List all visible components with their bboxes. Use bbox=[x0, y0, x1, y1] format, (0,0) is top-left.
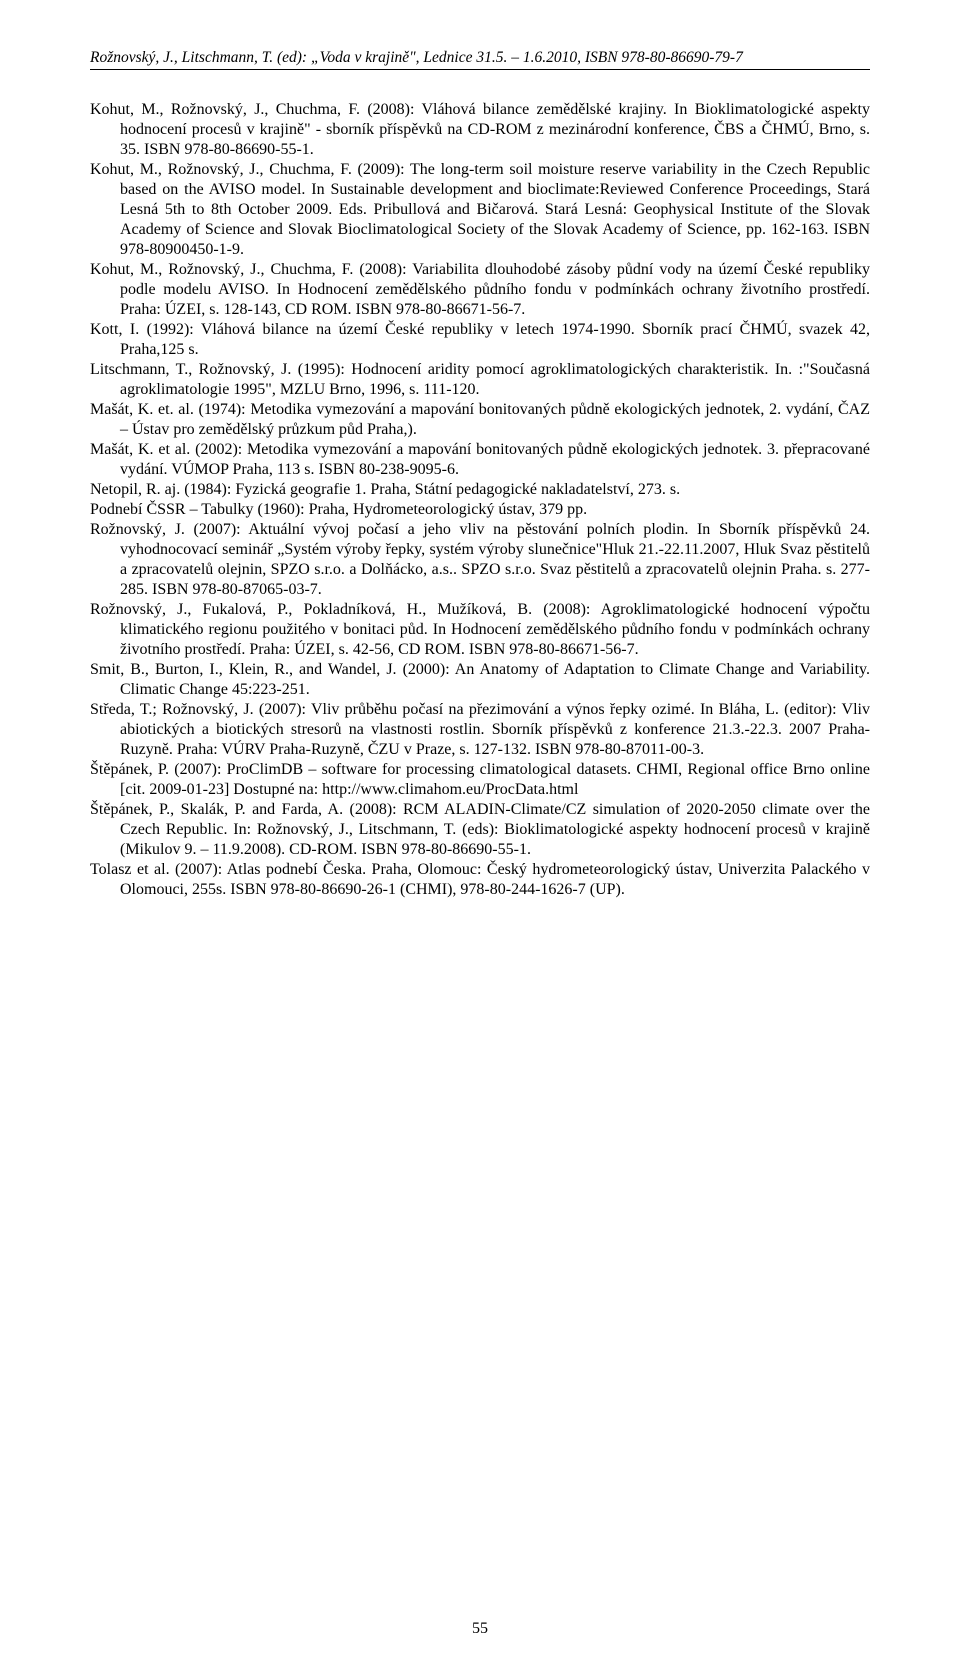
header-rule bbox=[90, 69, 870, 70]
reference-item: Kohut, M., Rožnovský, J., Chuchma, F. (2… bbox=[90, 100, 870, 160]
reference-item: Štěpánek, P. (2007): ProClimDB – softwar… bbox=[90, 760, 870, 800]
reference-item: Tolasz et al. (2007): Atlas podnebí Česk… bbox=[90, 860, 870, 900]
page: Rožnovský, J., Litschmann, T. (ed): „Vod… bbox=[0, 0, 960, 1663]
reference-item: Rožnovský, J. (2007): Aktuální vývoj poč… bbox=[90, 520, 870, 600]
reference-item: Litschmann, T., Rožnovský, J. (1995): Ho… bbox=[90, 360, 870, 400]
reference-item: Kohut, M., Rožnovský, J., Chuchma, F. (2… bbox=[90, 260, 870, 320]
reference-item: Štěpánek, P., Skalák, P. and Farda, A. (… bbox=[90, 800, 870, 860]
running-head: Rožnovský, J., Litschmann, T. (ed): „Vod… bbox=[90, 48, 870, 67]
reference-item: Rožnovský, J., Fukalová, P., Pokladníkov… bbox=[90, 600, 870, 660]
reference-item: Smit, B., Burton, I., Klein, R., and Wan… bbox=[90, 660, 870, 700]
reference-item: Kohut, M., Rožnovský, J., Chuchma, F. (2… bbox=[90, 160, 870, 260]
reference-item: Netopil, R. aj. (1984): Fyzická geografi… bbox=[90, 480, 870, 500]
reference-item: Mašát, K. et al. (2002): Metodika vymezo… bbox=[90, 440, 870, 480]
references-block: Kohut, M., Rožnovský, J., Chuchma, F. (2… bbox=[90, 100, 870, 900]
reference-item: Podnebí ČSSR – Tabulky (1960): Praha, Hy… bbox=[90, 500, 870, 520]
reference-item: Středa, T.; Rožnovský, J. (2007): Vliv p… bbox=[90, 700, 870, 760]
reference-item: Mašát, K. et. al. (1974): Metodika vymez… bbox=[90, 400, 870, 440]
reference-item: Kott, I. (1992): Vláhová bilance na územ… bbox=[90, 320, 870, 360]
page-number: 55 bbox=[0, 1619, 960, 1639]
